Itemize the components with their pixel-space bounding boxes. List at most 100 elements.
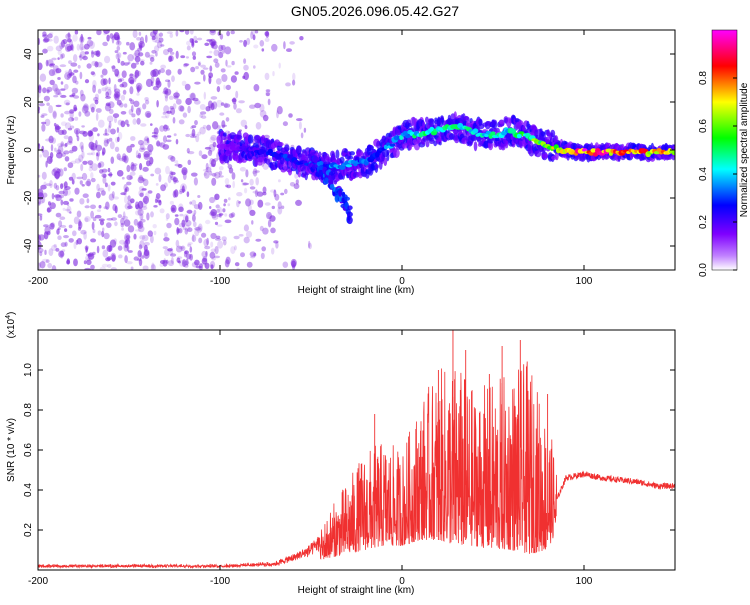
noise-point bbox=[122, 211, 126, 220]
spectrogram-marks bbox=[38, 30, 675, 270]
ridge-band-point bbox=[425, 116, 429, 124]
noise-point bbox=[277, 201, 282, 210]
noise-point bbox=[86, 152, 93, 156]
noise-point bbox=[40, 184, 47, 190]
noise-point bbox=[120, 222, 125, 228]
noise-point bbox=[60, 224, 67, 228]
noise-point bbox=[38, 213, 43, 216]
ridge-core-point bbox=[287, 154, 293, 159]
noise-point bbox=[142, 103, 147, 110]
noise-point bbox=[38, 174, 41, 178]
noise-point bbox=[117, 136, 120, 142]
noise-point bbox=[127, 195, 131, 201]
noise-point bbox=[90, 264, 95, 270]
noise-point bbox=[284, 188, 288, 195]
ridge-band-point bbox=[229, 153, 233, 162]
noise-point bbox=[76, 176, 84, 180]
noise-point bbox=[103, 137, 109, 144]
noise-point bbox=[80, 145, 84, 153]
noise-point bbox=[141, 255, 145, 259]
noise-point bbox=[38, 247, 44, 253]
noise-point bbox=[245, 230, 253, 238]
noise-point bbox=[203, 74, 206, 82]
noise-point bbox=[39, 214, 43, 218]
noise-point bbox=[48, 135, 54, 144]
spectrogram-ylabel: Frequency (Hz) bbox=[6, 116, 17, 185]
noise-point bbox=[141, 206, 148, 210]
noise-point bbox=[95, 108, 102, 113]
noise-point bbox=[127, 205, 133, 210]
noise-point bbox=[95, 144, 103, 152]
noise-point bbox=[159, 68, 165, 74]
noise-point bbox=[82, 103, 89, 112]
y-tick-label: 20 bbox=[23, 96, 34, 108]
noise-point bbox=[91, 151, 95, 156]
noise-point bbox=[108, 137, 113, 142]
noise-point bbox=[79, 89, 84, 97]
noise-point bbox=[183, 250, 188, 258]
noise-point bbox=[52, 111, 57, 119]
noise-point bbox=[252, 168, 258, 177]
x-tick-label: 0 bbox=[399, 276, 405, 287]
noise-point bbox=[86, 63, 92, 69]
noise-point bbox=[188, 93, 195, 100]
noise-point bbox=[79, 51, 86, 59]
noise-point bbox=[262, 191, 267, 196]
noise-point bbox=[109, 239, 117, 248]
noise-point bbox=[137, 208, 144, 216]
noise-point bbox=[273, 240, 279, 244]
noise-point bbox=[49, 79, 55, 86]
noise-point bbox=[53, 243, 57, 248]
noise-point bbox=[127, 54, 134, 62]
noise-point bbox=[145, 99, 150, 105]
noise-point bbox=[253, 65, 256, 69]
noise-point bbox=[75, 129, 79, 138]
noise-point bbox=[217, 50, 223, 54]
noise-point bbox=[60, 141, 64, 147]
noise-point bbox=[42, 31, 47, 37]
noise-point bbox=[285, 82, 291, 87]
noise-point bbox=[220, 44, 226, 51]
noise-point bbox=[135, 201, 139, 210]
noise-point bbox=[98, 204, 102, 209]
ridge-core-point bbox=[490, 131, 496, 136]
noise-point bbox=[230, 75, 237, 83]
noise-point bbox=[142, 178, 149, 187]
noise-point bbox=[92, 84, 96, 94]
noise-point bbox=[160, 44, 165, 47]
noise-point bbox=[87, 160, 94, 166]
noise-point bbox=[110, 252, 117, 261]
noise-point bbox=[282, 261, 289, 268]
branch-point bbox=[328, 174, 332, 181]
noise-point bbox=[209, 30, 216, 36]
noise-point bbox=[67, 127, 73, 131]
noise-point bbox=[72, 230, 77, 237]
noise-point bbox=[55, 68, 62, 74]
noise-point bbox=[249, 251, 256, 257]
noise-point bbox=[57, 227, 61, 231]
noise-point bbox=[158, 200, 162, 206]
noise-point bbox=[127, 61, 131, 65]
noise-point bbox=[187, 243, 192, 247]
noise-point bbox=[139, 218, 146, 223]
noise-point bbox=[169, 200, 174, 205]
noise-point bbox=[261, 246, 267, 252]
noise-point bbox=[64, 228, 68, 233]
noise-point bbox=[233, 102, 237, 110]
noise-point bbox=[179, 30, 185, 33]
noise-point bbox=[47, 33, 53, 39]
noise-point bbox=[73, 241, 77, 250]
noise-point bbox=[271, 247, 275, 255]
noise-point bbox=[187, 151, 195, 155]
noise-point bbox=[264, 31, 269, 37]
noise-point bbox=[206, 237, 210, 246]
noise-point bbox=[178, 206, 184, 213]
noise-point bbox=[210, 248, 216, 253]
noise-point bbox=[173, 176, 177, 185]
noise-point bbox=[150, 123, 153, 126]
noise-point bbox=[90, 172, 94, 179]
noise-point bbox=[220, 102, 225, 106]
y-tick-label: 40 bbox=[23, 48, 34, 60]
noise-point bbox=[219, 33, 224, 40]
noise-point bbox=[110, 267, 117, 270]
